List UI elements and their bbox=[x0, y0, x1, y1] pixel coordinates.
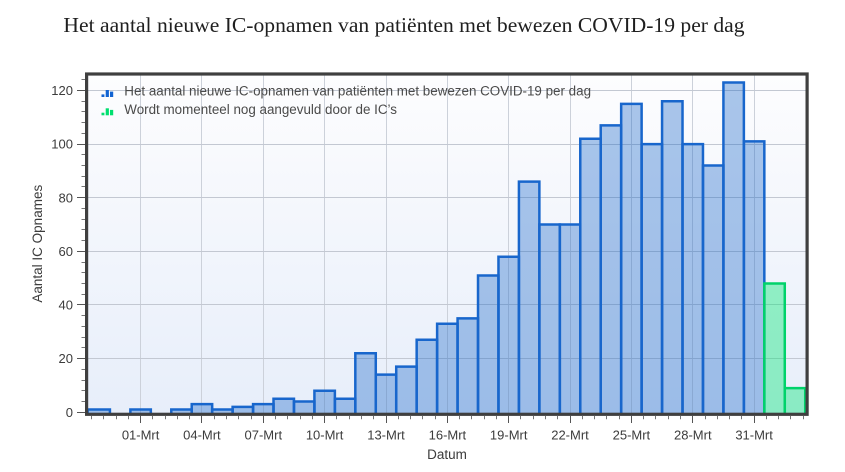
svg-text:01-Mrt: 01-Mrt bbox=[122, 428, 160, 443]
svg-text:20: 20 bbox=[59, 351, 73, 366]
svg-text:31-Mrt: 31-Mrt bbox=[735, 428, 773, 443]
svg-text:Het aantal nieuwe IC-opnamen v: Het aantal nieuwe IC-opnamen van patiënt… bbox=[124, 84, 591, 99]
svg-text:80: 80 bbox=[59, 190, 73, 205]
svg-text:13-Mrt: 13-Mrt bbox=[367, 428, 405, 443]
svg-text:22-Mrt: 22-Mrt bbox=[551, 428, 589, 443]
svg-text:0: 0 bbox=[66, 405, 73, 420]
svg-text:16-Mrt: 16-Mrt bbox=[429, 428, 467, 443]
svg-text:Datum: Datum bbox=[427, 447, 467, 462]
svg-text:120: 120 bbox=[51, 83, 73, 98]
svg-text:Wordt momenteel nog aangevuld: Wordt momenteel nog aangevuld door de IC… bbox=[124, 102, 397, 117]
svg-text:40: 40 bbox=[59, 298, 73, 313]
svg-text:Aantal IC Opnames: Aantal IC Opnames bbox=[30, 185, 45, 303]
svg-text:04-Mrt: 04-Mrt bbox=[183, 428, 221, 443]
svg-text:25-Mrt: 25-Mrt bbox=[613, 428, 651, 443]
svg-text:07-Mrt: 07-Mrt bbox=[245, 428, 283, 443]
svg-text:100: 100 bbox=[51, 137, 73, 152]
svg-text:60: 60 bbox=[59, 244, 73, 259]
svg-text:28-Mrt: 28-Mrt bbox=[674, 428, 712, 443]
svg-text:19-Mrt: 19-Mrt bbox=[490, 428, 528, 443]
svg-text:10-Mrt: 10-Mrt bbox=[306, 428, 344, 443]
